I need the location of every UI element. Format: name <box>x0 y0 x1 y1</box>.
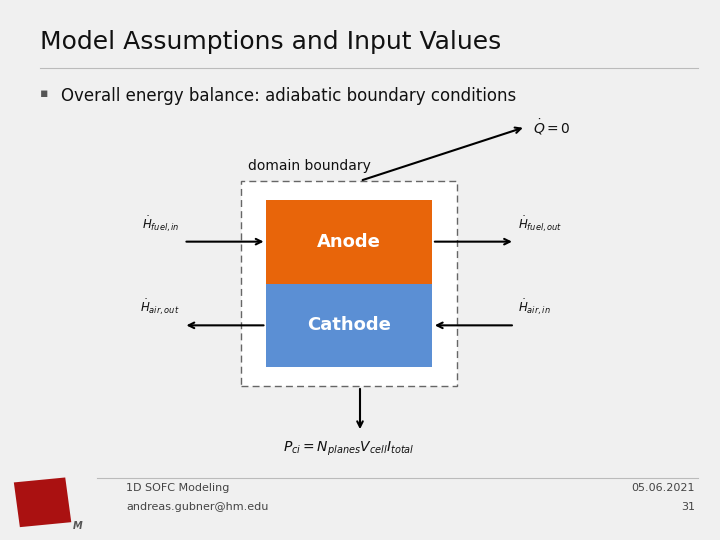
Polygon shape <box>14 477 71 527</box>
Text: $\dot{H}_{fuel,out}$: $\dot{H}_{fuel,out}$ <box>518 214 563 233</box>
Text: Anode: Anode <box>318 233 381 251</box>
Text: Model Assumptions and Input Values: Model Assumptions and Input Values <box>40 30 501 53</box>
Bar <box>266 284 432 367</box>
Text: $\dot{H}_{fuel,in}$: $\dot{H}_{fuel,in}$ <box>143 214 180 233</box>
Text: M: M <box>73 522 82 531</box>
Text: Cathode: Cathode <box>307 316 391 334</box>
Bar <box>266 200 432 284</box>
Text: 05.06.2021: 05.06.2021 <box>631 483 695 494</box>
Text: ▪: ▪ <box>40 87 48 100</box>
Text: $\dot{Q}=0$: $\dot{Q}=0$ <box>533 117 570 137</box>
Text: andreas.gubner@hm.edu: andreas.gubner@hm.edu <box>126 502 269 512</box>
Text: $\dot{H}_{air,in}$: $\dot{H}_{air,in}$ <box>518 298 552 317</box>
Text: $\dot{H}_{air,out}$: $\dot{H}_{air,out}$ <box>140 298 180 317</box>
Text: 31: 31 <box>681 502 695 512</box>
Text: $P_{ci} = N_{planes} V_{cell} I_{total}$: $P_{ci} = N_{planes} V_{cell} I_{total}$ <box>284 440 415 458</box>
Text: 1D SOFC Modeling: 1D SOFC Modeling <box>126 483 230 494</box>
Text: Overall energy balance: adiabatic boundary conditions: Overall energy balance: adiabatic bounda… <box>61 87 516 105</box>
Text: domain boundary: domain boundary <box>248 159 372 173</box>
FancyBboxPatch shape <box>241 181 457 386</box>
